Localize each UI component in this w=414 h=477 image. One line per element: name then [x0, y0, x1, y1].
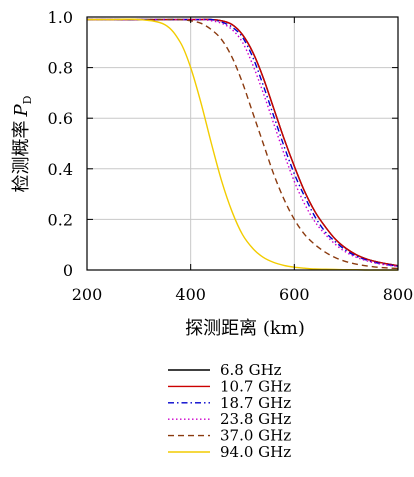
y-axis-label-subscript: D — [21, 95, 34, 104]
y-tick-label: 0 — [63, 261, 73, 280]
legend-label: 18.7 GHz — [220, 394, 291, 412]
y-tick-label: 0.2 — [48, 210, 73, 229]
axis-ticks: 200 400 600 800 0 0.2 0.4 0.6 0.8 1.0 — [48, 8, 414, 304]
legend-label: 23.8 GHz — [220, 410, 291, 428]
x-tick-label: 200 — [72, 285, 103, 304]
legend-label: 10.7 GHz — [220, 377, 291, 395]
series-line-37-0-ghz — [87, 18, 399, 270]
svg-text:检测概率PD: 检测概率 PD — [11, 95, 34, 192]
x-tick-label: 600 — [279, 285, 310, 304]
y-tick-label: 0.8 — [48, 59, 73, 78]
legend-label: 37.0 GHz — [220, 427, 291, 445]
series-line-6-8-ghz — [87, 18, 399, 267]
grid — [86, 16, 399, 271]
x-axis-label: 探测距离 (km) — [185, 318, 305, 339]
y-axis-label-text: 检测概率 — [11, 120, 32, 192]
y-tick-label: 1.0 — [48, 8, 73, 27]
series-lines — [87, 18, 399, 271]
series-line-10-7-ghz — [87, 18, 399, 267]
y-tick-label: 0.6 — [48, 109, 73, 128]
series-line-23-8-ghz — [87, 18, 399, 268]
y-axis-label: 检测概率 PD — [11, 95, 34, 192]
plot-frame — [86, 16, 399, 271]
y-axis-label-symbol: P — [11, 103, 32, 117]
series-line-94-0-ghz — [87, 18, 398, 271]
x-tick-label: 400 — [175, 285, 206, 304]
legend-label: 94.0 GHz — [220, 443, 291, 461]
y-tick-label: 0.4 — [48, 160, 73, 179]
legend-label: 6.8 GHz — [220, 361, 282, 379]
x-tick-label: 800 — [383, 285, 414, 304]
series-line-18-7-ghz — [87, 18, 399, 267]
